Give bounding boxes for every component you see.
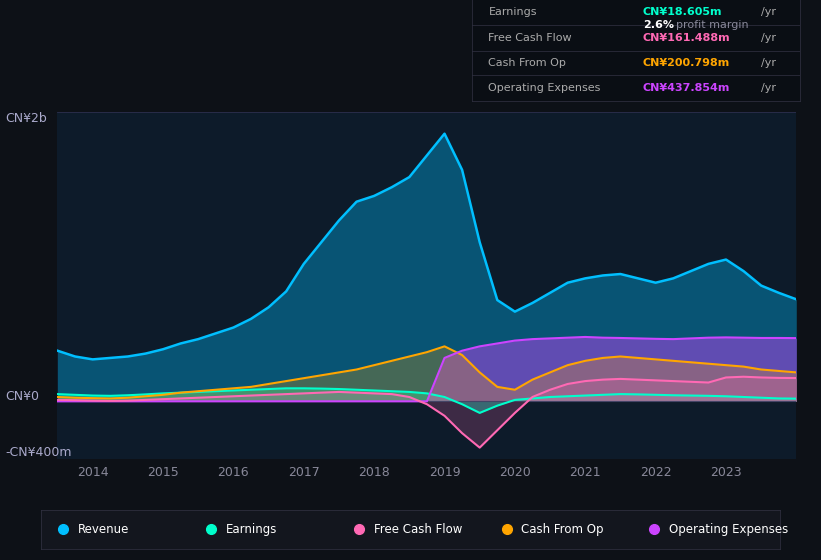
Text: /yr: /yr bbox=[761, 83, 776, 93]
Text: CN¥2b: CN¥2b bbox=[6, 112, 48, 125]
Text: CN¥0: CN¥0 bbox=[6, 390, 39, 403]
Text: CN¥200.798m: CN¥200.798m bbox=[643, 58, 730, 68]
Text: profit margin: profit margin bbox=[676, 20, 748, 30]
Text: Free Cash Flow: Free Cash Flow bbox=[374, 522, 462, 536]
Text: Revenue: Revenue bbox=[78, 522, 130, 536]
Text: Operating Expenses: Operating Expenses bbox=[669, 522, 788, 536]
Text: CN¥18.605m: CN¥18.605m bbox=[643, 7, 722, 17]
Text: Cash From Op: Cash From Op bbox=[521, 522, 603, 536]
Text: Cash From Op: Cash From Op bbox=[488, 58, 566, 68]
Text: Free Cash Flow: Free Cash Flow bbox=[488, 33, 572, 43]
Text: CN¥437.854m: CN¥437.854m bbox=[643, 83, 730, 93]
Text: /yr: /yr bbox=[761, 58, 776, 68]
Text: CN¥161.488m: CN¥161.488m bbox=[643, 33, 731, 43]
Text: Earnings: Earnings bbox=[488, 7, 537, 17]
Text: /yr: /yr bbox=[761, 7, 776, 17]
Text: 2.6%: 2.6% bbox=[643, 20, 674, 30]
Text: Operating Expenses: Operating Expenses bbox=[488, 83, 601, 93]
Text: /yr: /yr bbox=[761, 33, 776, 43]
Text: -CN¥400m: -CN¥400m bbox=[6, 446, 72, 459]
Text: Earnings: Earnings bbox=[226, 522, 277, 536]
